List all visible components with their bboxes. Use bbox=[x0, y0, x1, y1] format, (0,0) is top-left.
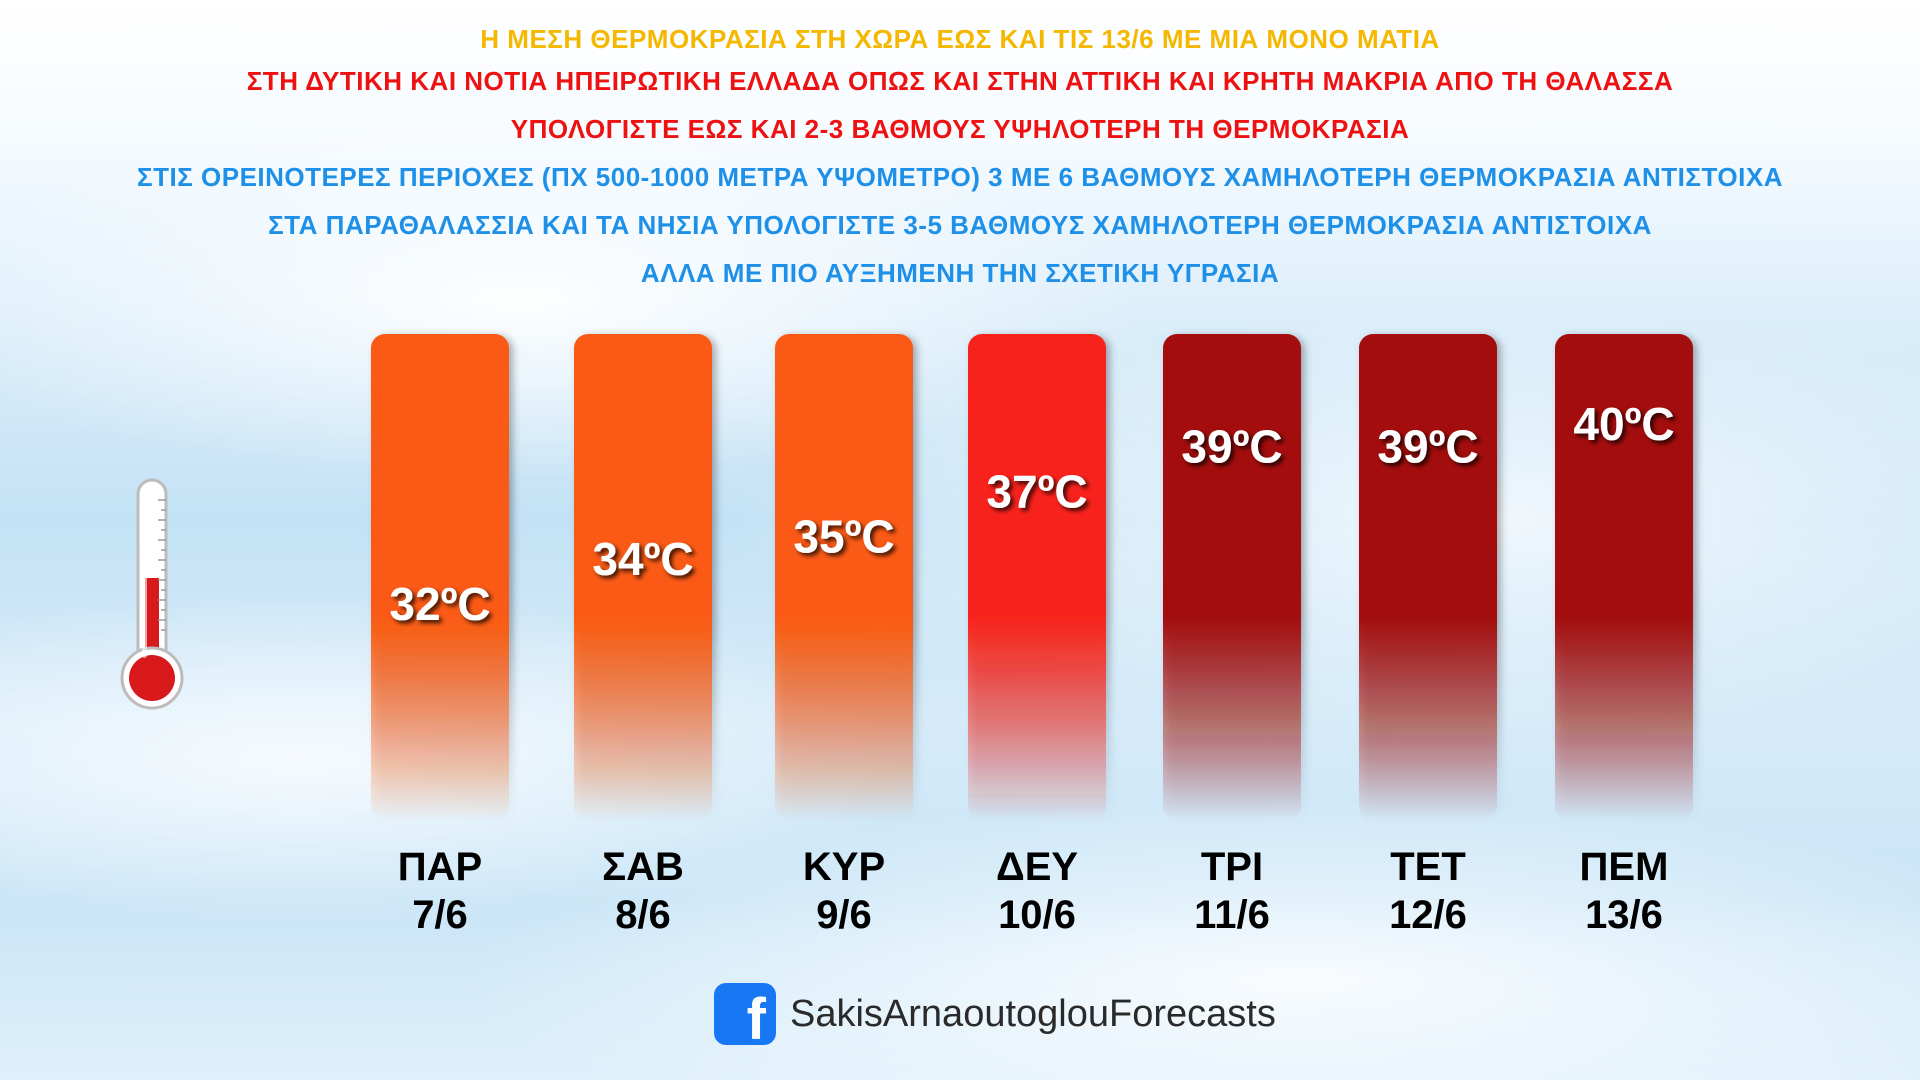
temperature-bar bbox=[968, 334, 1106, 820]
footer: f SakisArnaoutoglouForecasts bbox=[714, 982, 1276, 1046]
date-label: 10/6 bbox=[998, 893, 1076, 937]
day-label: ΚΥΡ bbox=[803, 845, 885, 889]
headline-line-5: ΣΤΑ ΠΑΡΑΘΑΛΑΣΣΙΑ ΚΑΙ ΤΑ ΝΗΣΙΑ ΥΠΟΛΟΓΙΣΤΕ… bbox=[268, 210, 1652, 240]
bars-layer bbox=[371, 334, 1693, 820]
temperature-value-label: 37ºC bbox=[986, 466, 1087, 518]
date-label: 13/6 bbox=[1585, 893, 1663, 937]
date-label: 7/6 bbox=[412, 893, 468, 937]
temperature-value-label: 35ºC bbox=[793, 511, 894, 563]
date-label: 12/6 bbox=[1389, 893, 1467, 937]
temperature-bar bbox=[574, 334, 712, 820]
thermometer-icon bbox=[112, 478, 192, 714]
temperature-bar bbox=[371, 334, 509, 820]
temperature-value-label: 39ºC bbox=[1181, 421, 1282, 473]
facebook-icon[interactable]: f bbox=[714, 983, 776, 1045]
day-label: ΠΕΜ bbox=[1580, 845, 1669, 889]
temperature-value-label: 32ºC bbox=[389, 578, 490, 630]
temperature-bar bbox=[1555, 334, 1693, 820]
day-label: ΣΑΒ bbox=[602, 845, 684, 889]
temperature-bar bbox=[1359, 334, 1497, 820]
footer-page-name[interactable]: SakisArnaoutoglouForecasts bbox=[790, 992, 1276, 1035]
date-label: 8/6 bbox=[615, 893, 671, 937]
headline-line-2: ΣΤΗ ΔΥΤΙΚΗ ΚΑΙ ΝΟΤΙΑ ΗΠΕΙΡΩΤΙΚΗ ΕΛΛΑΔΑ Ο… bbox=[246, 66, 1674, 96]
day-label: ΔΕΥ bbox=[996, 845, 1078, 889]
labels-layer: 32ºC 34ºC 35ºC 37ºC 39ºC 39ºC 40ºC bbox=[389, 398, 1674, 630]
day-label: ΤΕΤ bbox=[1390, 845, 1466, 889]
temperature-value-label: 39ºC bbox=[1377, 421, 1478, 473]
day-label: ΤΡΙ bbox=[1201, 845, 1263, 889]
day-label: ΠΑΡ bbox=[398, 845, 482, 889]
temperature-bar bbox=[775, 334, 913, 820]
date-label: 11/6 bbox=[1194, 893, 1270, 937]
headline-line-4: ΣΤΙΣ ΟΡΕΙΝΟΤΕΡΕΣ ΠΕΡΙΟΧΕΣ (ΠΧ 500-1000 Μ… bbox=[136, 162, 1783, 192]
headline-title: Η ΜΕΣΗ ΘΕΡΜΟΚΡΑΣΙΑ ΣΤΗ ΧΩΡΑ ΕΩΣ ΚΑΙ ΤΙΣ … bbox=[480, 24, 1440, 54]
headline-line-6: ΑΛΛΑ ΜΕ ΠΙΟ ΑΥΞΗΜΕΝΗ ΤΗΝ ΣΧΕΤΙΚΗ ΥΓΡΑΣΙΑ bbox=[640, 258, 1280, 288]
date-label: 9/6 bbox=[816, 893, 872, 937]
headline-line-3: ΥΠΟΛΟΓΙΣΤΕ ΕΩΣ ΚΑΙ 2-3 ΒΑΘΜΟΥΣ ΥΨΗΛΟΤΕΡΗ… bbox=[510, 114, 1410, 144]
temperature-value-label: 34ºC bbox=[592, 533, 693, 585]
temperature-bar bbox=[1163, 334, 1301, 820]
temperature-value-label: 40ºC bbox=[1573, 398, 1674, 450]
